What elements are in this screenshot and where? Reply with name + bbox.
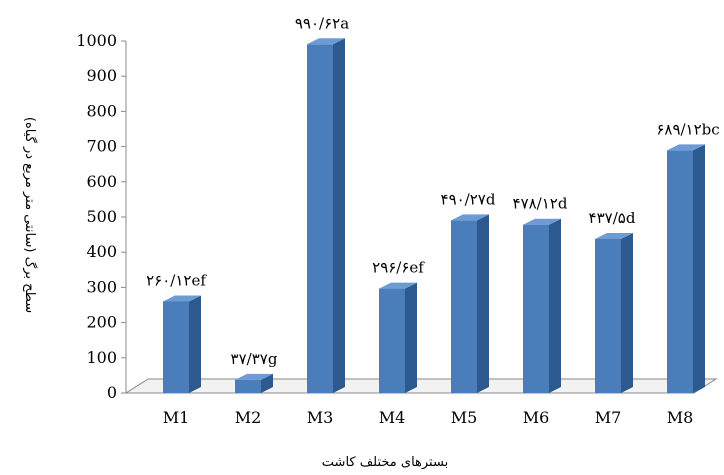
bars <box>163 38 705 394</box>
bar-side-face <box>261 373 273 393</box>
bar-top-face <box>163 295 201 302</box>
bar-M6 <box>523 218 561 393</box>
x-axis-categories: M1 M2 M3 M4 M5 M6 M7 M8 <box>163 408 694 427</box>
bar-front-face <box>667 150 693 393</box>
bar-M4 <box>379 282 417 393</box>
category-label-M5: M5 <box>451 408 478 427</box>
y-tick-label: 500 <box>86 207 117 226</box>
bar-top-face <box>379 282 417 289</box>
y-tick-label: 1000 <box>76 31 117 50</box>
y-tick-label: 300 <box>86 277 117 296</box>
y-tick-label: 700 <box>86 137 117 156</box>
bar-top-face <box>595 233 633 239</box>
data-label-M8: ۶۸۹/۱۲bc <box>656 120 719 138</box>
data-label-M5: ۴۹۰/۲۷d <box>441 190 496 208</box>
bar-side-face <box>621 233 633 393</box>
y-tick-label: 100 <box>86 348 117 367</box>
bar-top-face <box>235 373 273 380</box>
y-tick-label: 200 <box>86 313 117 332</box>
bar-front-face <box>163 301 189 393</box>
category-label-M6: M6 <box>523 408 550 427</box>
bar-top-face <box>667 144 705 151</box>
bar-side-face <box>549 218 561 393</box>
x-axis-title: بسترهای مختلف کاشت <box>322 455 448 470</box>
bar-M8 <box>667 144 705 393</box>
data-label-M1: ۲۶۰/۱۲ef <box>146 271 207 289</box>
bar-M7 <box>595 233 633 393</box>
category-label-M1: M1 <box>163 408 190 427</box>
data-label-M2: ۳۷/۳۷g <box>231 350 278 368</box>
bar-side-face <box>333 38 345 394</box>
category-label-M3: M3 <box>307 408 334 427</box>
bar-M5 <box>451 214 489 393</box>
y-axis: 0 100 200 300 400 500 600 700 800 900 1000 <box>76 31 127 402</box>
data-label-M3: ۹۹۰/۶۲a <box>295 14 349 32</box>
bar-front-face <box>451 220 477 393</box>
data-labels: ۲۶۰/۱۲ef ۳۷/۳۷g ۹۹۰/۶۲a ۲۹۶/۶ef ۴۹۰/۲۷d ۴۷۸/۱… <box>146 14 720 368</box>
bar-side-face <box>405 282 417 393</box>
y-tick-label: 0 <box>107 383 117 402</box>
data-label-M6: ۴۷۸/۱۲d <box>513 195 568 213</box>
category-label-M2: M2 <box>235 408 262 427</box>
bar-front-face <box>235 379 261 393</box>
bar-M1 <box>163 295 201 393</box>
bar-side-face <box>189 295 201 393</box>
bar-front-face <box>379 288 405 393</box>
category-label-M8: M8 <box>667 408 694 427</box>
bar-side-face <box>693 144 705 393</box>
y-tick-label: 400 <box>86 242 117 261</box>
y-axis-title: سطح برگ (سانتی متر مربع در گیاه) <box>22 117 39 313</box>
y-tick-label: 600 <box>86 172 117 191</box>
y-tick-label: 800 <box>86 101 117 120</box>
bar-M2 <box>235 373 273 393</box>
category-label-M4: M4 <box>379 408 406 427</box>
bar-top-face <box>307 38 345 45</box>
bar-front-face <box>595 239 621 393</box>
category-label-M7: M7 <box>595 408 622 427</box>
bar-M3 <box>307 38 345 394</box>
bar-top-face <box>523 218 561 225</box>
bar-front-face <box>307 44 333 394</box>
y-tick-label: 900 <box>86 66 117 85</box>
data-label-M4: ۲۹۶/۶ef <box>372 259 425 277</box>
data-label-M7: ۴۳۷/۵d <box>589 209 636 227</box>
bar-front-face <box>523 224 549 393</box>
bar-top-face <box>451 214 489 221</box>
bar-side-face <box>477 214 489 393</box>
